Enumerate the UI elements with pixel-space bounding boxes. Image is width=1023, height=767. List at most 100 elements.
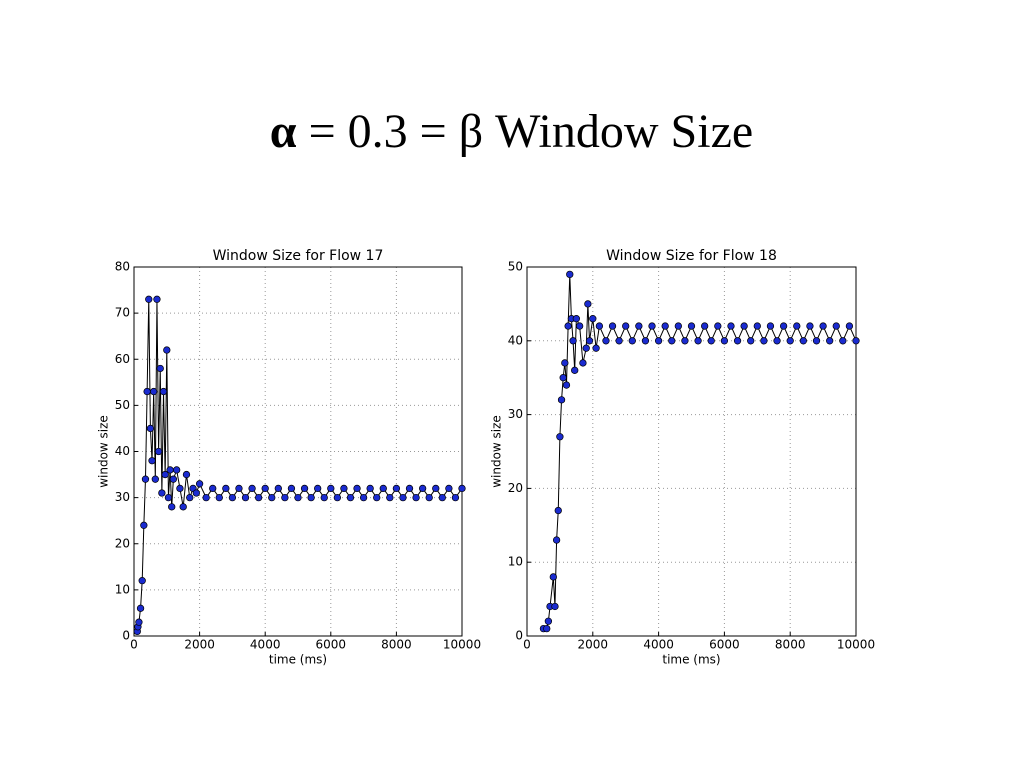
data-point [405, 484, 414, 493]
data-point [786, 337, 794, 345]
data-point [773, 337, 781, 345]
data-point [552, 536, 561, 544]
x-tick-label: 6000 [709, 638, 740, 652]
data-point [146, 424, 155, 433]
data-point [760, 337, 768, 345]
data-point [806, 322, 814, 330]
x-axis-label: time (ms) [269, 653, 327, 667]
data-point [654, 337, 663, 345]
data-point [585, 337, 594, 345]
data-point [579, 359, 587, 367]
data-point [432, 484, 440, 493]
data-point [353, 484, 361, 493]
data-point [701, 322, 709, 330]
chart-title: Window Size for Flow 18 [606, 248, 777, 264]
data-point [572, 315, 580, 323]
data-point [159, 387, 168, 396]
data-point [561, 359, 569, 367]
y-tick-label: 20 [115, 536, 130, 550]
data-point [839, 337, 847, 345]
data-point [584, 300, 592, 308]
x-tick-label: 0 [130, 638, 138, 652]
data-line [136, 299, 463, 632]
data-point [668, 337, 676, 345]
data-point [832, 322, 840, 330]
data-point [161, 470, 169, 479]
data-point [314, 484, 322, 493]
y-tick-label: 20 [508, 481, 523, 495]
data-point [228, 493, 237, 502]
y-tick-label: 50 [115, 398, 130, 412]
data-point [779, 322, 788, 330]
data-point [168, 503, 176, 511]
slide-title: α = 0.3 = β Window Size [0, 104, 1023, 159]
y-tick-label: 40 [508, 333, 523, 347]
data-point [287, 484, 296, 493]
data-point [346, 493, 355, 502]
data-point [138, 577, 146, 585]
data-point [556, 433, 564, 441]
data-point [169, 475, 178, 483]
data-point [379, 484, 387, 493]
data-point [359, 493, 368, 502]
data-point [140, 521, 148, 529]
data-point [648, 322, 656, 330]
data-point [589, 315, 597, 323]
data-point [592, 344, 600, 352]
data-point [268, 493, 276, 502]
data-point [156, 364, 164, 373]
data-point [399, 493, 407, 502]
data-point [687, 322, 696, 330]
data-point [438, 493, 446, 502]
data-point [143, 387, 151, 396]
data-point [136, 604, 145, 612]
data-point [209, 484, 217, 493]
y-tick-label: 60 [115, 352, 130, 366]
x-axis-label: time (ms) [662, 653, 720, 667]
x-tick-label: 4000 [250, 638, 281, 652]
data-point [826, 337, 834, 345]
x-tick-label: 10000 [443, 638, 481, 652]
y-tick-label: 0 [515, 629, 523, 643]
data-point [241, 493, 250, 502]
plot-frame [133, 266, 463, 637]
data-point [274, 484, 282, 493]
data-point [793, 322, 801, 330]
data-point [608, 322, 617, 330]
data-point [307, 493, 315, 502]
chart-title: Window Size for Flow 17 [213, 248, 384, 264]
data-point [151, 475, 159, 483]
data-point [753, 322, 761, 330]
y-tick-label: 50 [508, 260, 523, 274]
data-point [681, 337, 689, 345]
data-point [628, 337, 636, 345]
data-point [366, 484, 374, 493]
data-point [571, 366, 579, 374]
data-point [164, 493, 173, 502]
data-point [158, 489, 166, 497]
data-point [575, 322, 584, 330]
data-point [812, 337, 821, 345]
data-point [543, 624, 551, 633]
title-text: = 0.3 = β Window Size [308, 105, 754, 158]
data-point [386, 493, 394, 502]
data-point [714, 322, 722, 330]
data-point [235, 484, 243, 493]
y-tick-label: 80 [115, 260, 130, 274]
y-tick-label: 30 [508, 407, 523, 421]
data-point [163, 346, 171, 354]
data-point [254, 493, 263, 502]
data-point [602, 337, 610, 345]
data-point [333, 493, 342, 502]
x-tick-label: 10000 [837, 638, 875, 652]
data-point [150, 387, 158, 396]
data-point [458, 484, 466, 493]
data-point [261, 484, 269, 493]
data-point [549, 573, 557, 581]
data-point [154, 447, 163, 456]
data-point [740, 322, 748, 330]
x-tick-label: 4000 [643, 638, 674, 652]
data-point [674, 322, 682, 330]
